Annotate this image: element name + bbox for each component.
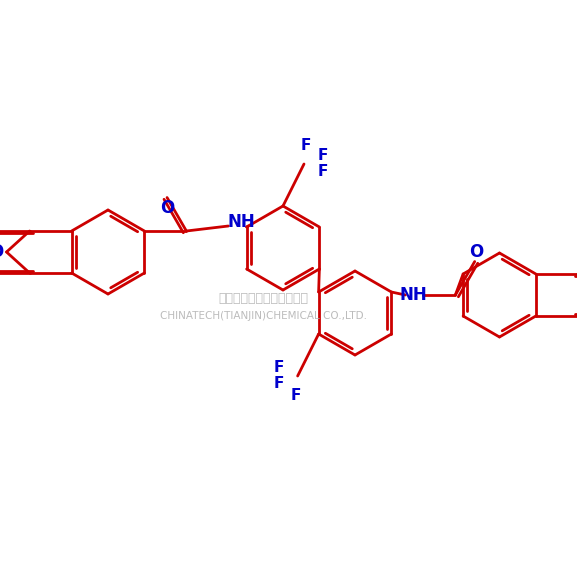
Text: F: F [273, 377, 284, 392]
Text: O: O [0, 243, 3, 261]
Text: NH: NH [227, 213, 255, 231]
Text: O: O [160, 198, 174, 217]
Text: F: F [290, 388, 301, 403]
Text: CHINATECH(TIANJIN)CHEMICAL CO.,LTD.: CHINATECH(TIANJIN)CHEMICAL CO.,LTD. [159, 311, 366, 321]
Text: F: F [318, 148, 328, 164]
Text: F: F [301, 137, 311, 152]
Text: O: O [470, 243, 484, 261]
Text: 天津众泰材料科技有限公司: 天津众泰材料科技有限公司 [218, 292, 308, 304]
Text: F: F [273, 360, 284, 375]
Text: F: F [318, 165, 328, 179]
Text: NH: NH [399, 286, 427, 304]
